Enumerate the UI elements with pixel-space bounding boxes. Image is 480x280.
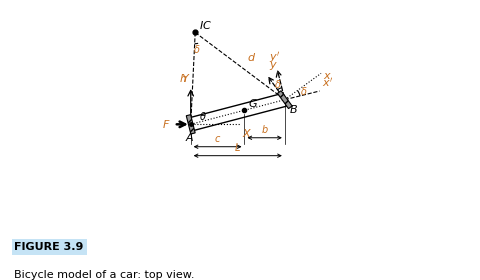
- Text: $x$: $x$: [324, 71, 332, 81]
- Text: Bicycle model of a car: top view.: Bicycle model of a car: top view.: [14, 270, 195, 280]
- Text: $X$: $X$: [242, 127, 252, 139]
- Text: $L$: $L$: [234, 141, 241, 153]
- Text: $y$: $y$: [269, 60, 277, 72]
- Text: $IC$: $IC$: [199, 19, 212, 31]
- Text: $\delta$: $\delta$: [300, 85, 308, 97]
- Text: $Y$: $Y$: [181, 72, 191, 84]
- Polygon shape: [277, 91, 292, 109]
- Text: $y'$: $y'$: [269, 50, 280, 65]
- Text: $\delta$: $\delta$: [274, 78, 281, 90]
- Text: $h$: $h$: [179, 73, 187, 84]
- Text: $A$: $A$: [185, 131, 194, 143]
- Text: $c$: $c$: [214, 134, 221, 144]
- Text: $B$: $B$: [289, 103, 298, 115]
- Text: $\theta$: $\theta$: [199, 110, 206, 122]
- Text: $F$: $F$: [162, 118, 170, 130]
- Text: $\delta$: $\delta$: [193, 43, 201, 55]
- Text: $G$: $G$: [248, 97, 258, 109]
- Text: FIGURE 3.9: FIGURE 3.9: [14, 242, 84, 252]
- Text: $x'$: $x'$: [322, 76, 333, 89]
- Polygon shape: [186, 115, 195, 134]
- Text: $d$: $d$: [247, 51, 256, 63]
- Text: $b$: $b$: [261, 123, 268, 135]
